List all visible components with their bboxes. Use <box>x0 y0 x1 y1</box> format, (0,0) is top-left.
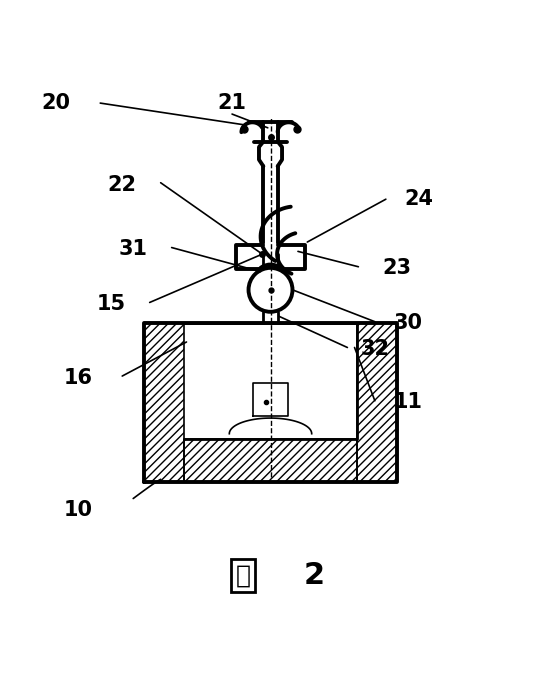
Text: 11: 11 <box>394 393 422 412</box>
Text: 15: 15 <box>97 293 126 313</box>
Text: 10: 10 <box>64 499 93 520</box>
Text: 22: 22 <box>108 176 137 196</box>
Bar <box>144 323 184 482</box>
Bar <box>357 323 397 482</box>
Text: 31: 31 <box>119 239 148 259</box>
Bar <box>184 439 357 482</box>
Text: 24: 24 <box>404 189 433 209</box>
Text: 2: 2 <box>304 561 325 590</box>
Text: 30: 30 <box>394 313 422 333</box>
Text: 20: 20 <box>42 93 71 113</box>
Text: 21: 21 <box>217 93 247 113</box>
Text: 32: 32 <box>360 339 389 358</box>
Text: 16: 16 <box>64 368 93 388</box>
Text: 图: 图 <box>236 564 251 588</box>
Text: 23: 23 <box>383 258 411 278</box>
